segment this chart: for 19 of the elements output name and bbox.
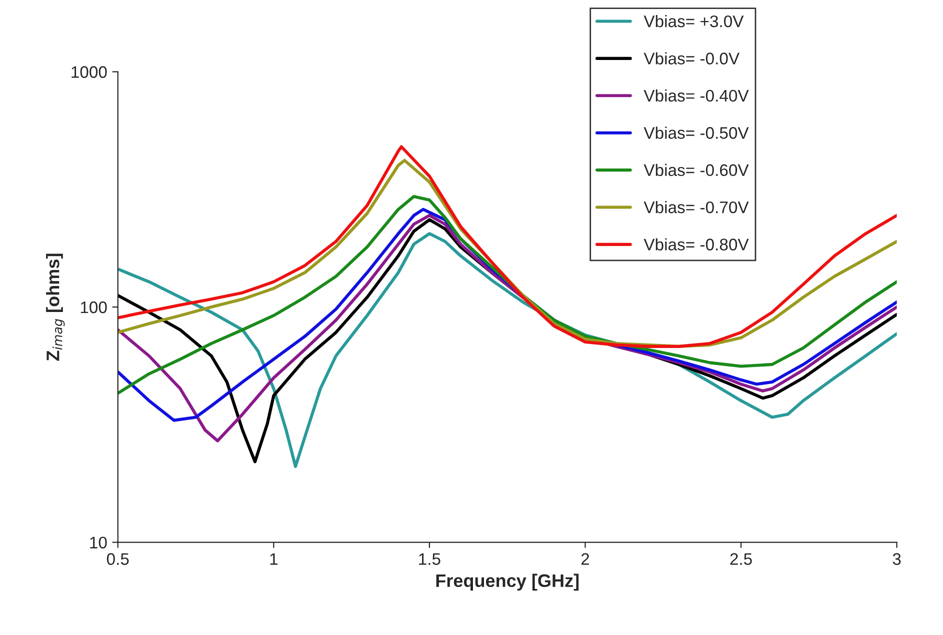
line-series	[118, 194, 897, 395]
legend-label: Vbias= -0.80V	[644, 238, 749, 250]
x-tick-label: 3	[892, 553, 901, 565]
y-tick-label: 100	[80, 301, 107, 314]
y-axis-title: Z$_{imag}$ [ohms]	[46, 254, 65, 361]
x-tick-label: 1.5	[419, 553, 440, 565]
x-axis-title: Frequency [GHz]	[436, 574, 579, 591]
x-tick-label: 2	[581, 553, 590, 565]
x-tick-label: 1	[270, 553, 278, 565]
y-tick-label: 10	[90, 536, 107, 548]
legend-label: Vbias= -0.50V	[644, 126, 749, 139]
x-tick-label: 2.5	[730, 553, 752, 565]
legend-label: Vbias= -0.60V	[644, 164, 749, 176]
x-tick-label: 0.5	[106, 553, 129, 565]
legend-label: Vbias= +3.0V	[644, 15, 744, 28]
legend-label: Vbias= -0.0V	[644, 52, 740, 64]
legend-label: Vbias= -0.40V	[644, 89, 749, 102]
y-tick-label: 1000	[72, 66, 107, 78]
legend-label: Vbias= -0.70V	[644, 201, 749, 214]
